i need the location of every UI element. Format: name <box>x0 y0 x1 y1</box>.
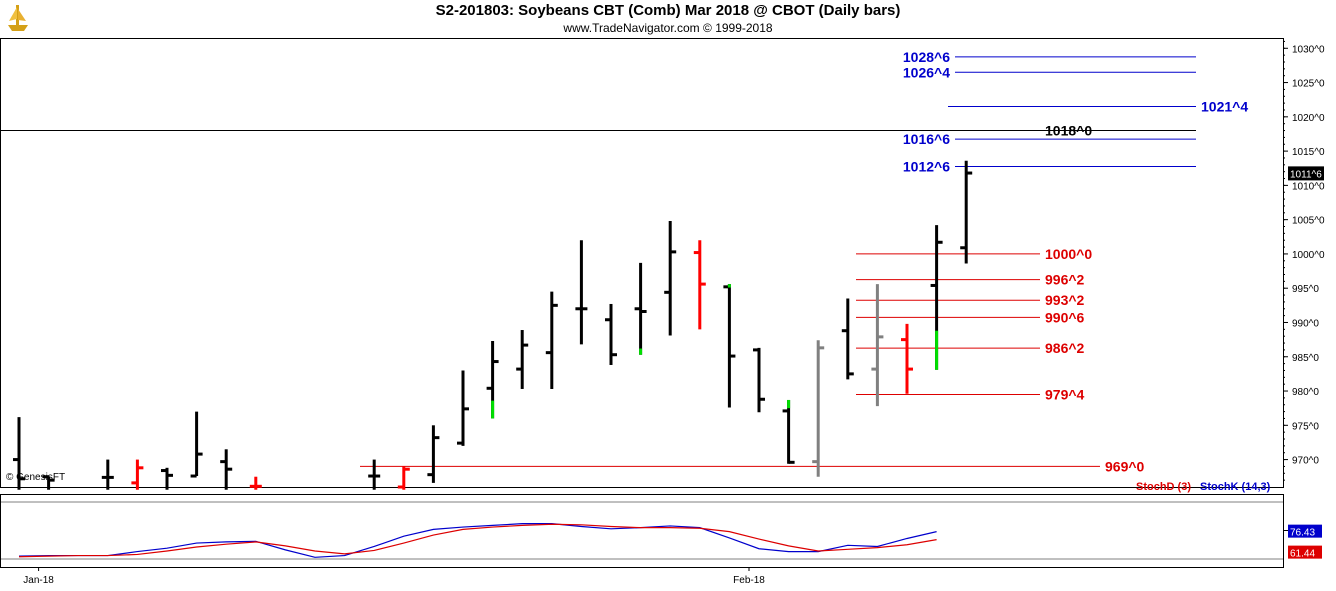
price-tick-label: 975^0 <box>1292 421 1319 432</box>
stochK-legend: StochK (14,3) <box>1200 481 1271 493</box>
price-tick-label: 990^0 <box>1292 318 1319 329</box>
last-price-label: 1011^6 <box>1290 169 1322 180</box>
level-label: 986^2 <box>1045 340 1085 356</box>
level-label: 969^0 <box>1105 458 1145 474</box>
price-tick-label: 1015^0 <box>1292 147 1325 158</box>
stochD-last-label: 61.44 <box>1290 549 1315 560</box>
price-bar <box>930 225 943 370</box>
price-bar <box>753 347 765 413</box>
price-bar <box>545 291 558 389</box>
level-label: 1021^4 <box>1201 99 1248 115</box>
price-bar <box>693 240 706 330</box>
stoch-line <box>18 523 937 558</box>
price-bar <box>131 459 144 490</box>
price-tick-label: 1025^0 <box>1292 79 1325 90</box>
price-bar <box>723 284 736 408</box>
chart-title: S2-201803: Soybeans CBT (Comb) Mar 2018 … <box>435 2 901 19</box>
price-bar <box>486 340 499 419</box>
price-bar <box>101 459 114 490</box>
price-tick-label: 1020^0 <box>1292 113 1325 124</box>
price-bar <box>960 160 973 264</box>
level-label: 993^2 <box>1045 292 1085 308</box>
price-bar <box>841 298 854 380</box>
price-bar <box>782 399 795 464</box>
price-bar <box>516 330 529 389</box>
level-label: 979^4 <box>1045 386 1085 402</box>
date-axis: Jan-18 Feb-18 <box>23 567 765 586</box>
price-bar <box>13 417 25 490</box>
price-bar <box>812 340 825 477</box>
stoch-line <box>18 523 937 558</box>
level-label: 1028^6 <box>903 49 950 65</box>
stochD-legend: StochD (3) <box>1136 481 1191 493</box>
price-bar <box>605 303 617 365</box>
price-tick-label: 1005^0 <box>1292 216 1325 227</box>
trade-navigator-logo-icon <box>8 5 28 31</box>
stoch-panel-frame <box>0 494 1284 568</box>
price-axis[interactable]: 1030^0 1025^0 1020^0 1015^0 1010^0 1005^0 1000… <box>1283 40 1325 481</box>
price-bar <box>901 323 913 394</box>
level-label: 1018^0 <box>1045 123 1092 139</box>
price-bar <box>871 284 884 407</box>
date-tick-label: Jan-18 <box>23 575 54 586</box>
level-label: 990^6 <box>1045 309 1085 325</box>
level-label: 1016^6 <box>903 131 950 147</box>
price-tick-label: 985^0 <box>1292 353 1319 364</box>
watermark-text: © GenesisFT <box>6 472 65 483</box>
price-bar <box>575 240 588 345</box>
price-bar <box>190 411 203 478</box>
stochK-last-label: 76.43 <box>1290 528 1315 539</box>
price-bar <box>427 425 440 483</box>
price-tick-label: 1000^0 <box>1292 250 1325 261</box>
stochD-last-box <box>1288 545 1322 559</box>
price-bar <box>161 467 173 490</box>
price-panel-frame <box>0 38 1284 488</box>
level-label: 1000^0 <box>1045 246 1092 262</box>
price-bar <box>220 449 233 490</box>
ohlc-bars <box>13 160 973 490</box>
chart-subtitle: www.TradeNavigator.com © 1999-2018 <box>563 21 773 35</box>
level-label: 996^2 <box>1045 272 1085 288</box>
price-bar <box>634 262 647 355</box>
level-label: 1026^4 <box>903 64 950 80</box>
price-bar <box>457 370 469 446</box>
price-tick-label: 995^0 <box>1292 284 1319 295</box>
price-tick-label: 1010^0 <box>1292 181 1325 192</box>
price-bar <box>249 476 262 490</box>
level-label: 1012^6 <box>903 159 950 175</box>
stochK-last-box <box>1288 524 1322 538</box>
price-bar <box>664 221 677 336</box>
price-bar <box>42 475 55 490</box>
price-tick-label: 980^0 <box>1292 387 1319 398</box>
price-bar <box>397 466 410 490</box>
price-tick-label: 970^0 <box>1292 456 1319 467</box>
date-tick-label: Feb-18 <box>733 575 765 586</box>
chart-header: S2-201803: Soybeans CBT (Comb) Mar 2018 … <box>0 0 1336 36</box>
last-price-box <box>1288 166 1324 181</box>
price-bar <box>368 459 381 490</box>
price-tick-label: 1030^0 <box>1292 44 1325 55</box>
